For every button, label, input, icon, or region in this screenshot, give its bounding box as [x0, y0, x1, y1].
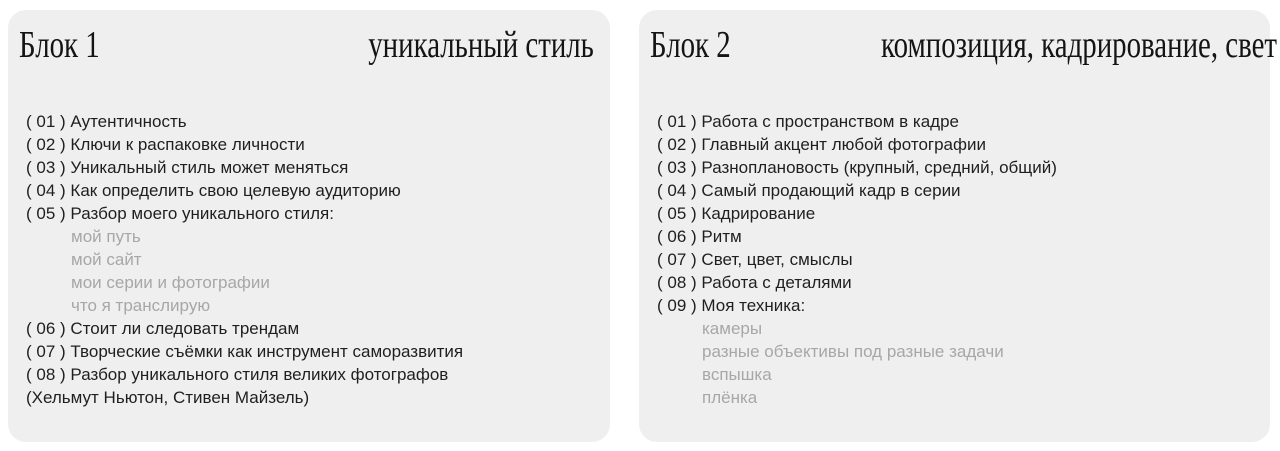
item-text: Работа с пространством в кадре — [701, 111, 960, 131]
item-text: Главный акцент любой фотографии — [701, 134, 986, 154]
list-item: ( 07 ) Творческие съёмки как инструмент … — [26, 340, 594, 363]
item-text: Стоит ли следовать трендам — [70, 318, 300, 338]
item-number: ( 01 ) — [26, 111, 66, 131]
sub-item: мой путь — [26, 225, 594, 248]
block-label: Блок 2 — [650, 24, 731, 66]
items-list: ( 01 ) Работа с пространством в кадре( 0… — [650, 110, 1254, 409]
sub-item: что я транслирую — [26, 294, 594, 317]
item-text: Свет, цвет, смыслы — [701, 249, 853, 269]
item-text: вспышка — [702, 364, 772, 384]
list-item: ( 04 ) Как определить свою целевую аудит… — [26, 179, 594, 202]
list-item: ( 02 ) Ключи к распаковке личности — [26, 133, 594, 156]
block-title: композиция, кадрирование, свет — [881, 24, 1278, 66]
sub-item: мои серии и фотографии — [26, 271, 594, 294]
item-number: ( 02 ) — [26, 134, 66, 154]
block-card-2: Блок 2 композиция, кадрирование, свет ( … — [639, 10, 1277, 442]
item-text: Творческие съёмки как инструмент самораз… — [70, 341, 464, 361]
item-text: Разбор уникального стиля великих фотогра… — [70, 364, 449, 384]
item-text: Ключи к распаковке личности — [70, 134, 305, 154]
card-header: Блок 2 композиция, кадрирование, свет — [650, 24, 1277, 67]
item-text: мои серии и фотографии — [71, 272, 270, 292]
item-text: плёнка — [702, 387, 758, 407]
block-title: уникальный стиль — [368, 24, 594, 66]
item-text: Кадрирование — [701, 203, 816, 223]
item-text: (Хельмут Ньютон, Стивен Майзель) — [26, 387, 310, 407]
item-text: Как определить свою целевую аудиторию — [70, 180, 401, 200]
item-text: Аутентичность — [70, 111, 187, 131]
items-list: ( 01 ) Аутентичность( 02 ) Ключи к распа… — [19, 110, 594, 409]
item-number: ( 05 ) — [26, 203, 66, 223]
item-text: Разбор моего уникального стиля: — [70, 203, 334, 223]
item-number: ( 07 ) — [657, 249, 697, 269]
item-number: ( 02 ) — [657, 134, 697, 154]
list-item: ( 01 ) Работа с пространством в кадре — [657, 110, 1254, 133]
item-text: Работа с деталями — [701, 272, 852, 292]
card-header: Блок 1 уникальный стиль — [19, 24, 594, 67]
list-item: ( 08 ) Разбор уникального стиля великих … — [26, 363, 594, 386]
list-item: ( 05 ) Кадрирование — [657, 202, 1254, 225]
list-item: ( 06 ) Ритм — [657, 225, 1254, 248]
list-item: ( 06 ) Стоит ли следовать трендам — [26, 317, 594, 340]
item-number: ( 06 ) — [26, 318, 66, 338]
sub-item: вспышка — [657, 363, 1254, 386]
list-item: ( 07 ) Свет, цвет, смыслы — [657, 248, 1254, 271]
item-text: мой сайт — [71, 249, 142, 269]
item-number: ( 09 ) — [657, 295, 697, 315]
list-item: (Хельмут Ньютон, Стивен Майзель) — [26, 386, 594, 409]
item-text: камеры — [702, 318, 763, 338]
block-label: Блок 1 — [19, 24, 100, 66]
item-text: Самый продающий кадр в серии — [701, 180, 961, 200]
item-text: Ритм — [701, 226, 742, 246]
item-number: ( 04 ) — [657, 180, 697, 200]
list-item: ( 03 ) Разноплановость (крупный, средний… — [657, 156, 1254, 179]
item-number: ( 08 ) — [26, 364, 66, 384]
item-number: ( 08 ) — [657, 272, 697, 292]
sub-item: мой сайт — [26, 248, 594, 271]
item-number: ( 01 ) — [657, 111, 697, 131]
list-item: ( 04 ) Самый продающий кадр в серии — [657, 179, 1254, 202]
list-item: ( 03 ) Уникальный стиль может меняться — [26, 156, 594, 179]
list-item: ( 02 ) Главный акцент любой фотографии — [657, 133, 1254, 156]
list-item: ( 09 ) Моя техника: — [657, 294, 1254, 317]
sub-item: плёнка — [657, 386, 1254, 409]
item-number: ( 03 ) — [26, 157, 66, 177]
item-text: что я транслирую — [71, 295, 211, 315]
item-text: разные объективы под разные задачи — [702, 341, 1004, 361]
list-item: ( 01 ) Аутентичность — [26, 110, 594, 133]
item-number: ( 06 ) — [657, 226, 697, 246]
sub-item: разные объективы под разные задачи — [657, 340, 1254, 363]
block-card-1: Блок 1 уникальный стиль ( 01 ) Аутентичн… — [8, 10, 610, 442]
sub-item: камеры — [657, 317, 1254, 340]
item-number: ( 04 ) — [26, 180, 66, 200]
item-text: Моя техника: — [701, 295, 806, 315]
item-number: ( 07 ) — [26, 341, 66, 361]
list-item: ( 05 ) Разбор моего уникального стиля: — [26, 202, 594, 225]
item-number: ( 03 ) — [657, 157, 697, 177]
item-text: Разноплановость (крупный, средний, общий… — [701, 157, 1057, 177]
item-number: ( 05 ) — [657, 203, 697, 223]
item-text: мой путь — [71, 226, 141, 246]
item-text: Уникальный стиль может меняться — [70, 157, 349, 177]
list-item: ( 08 ) Работа с деталями — [657, 271, 1254, 294]
